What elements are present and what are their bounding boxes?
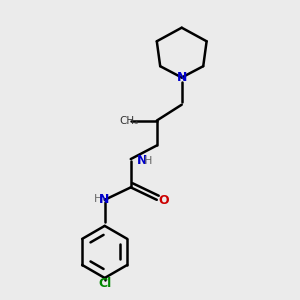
Text: H: H	[144, 156, 152, 166]
Text: Cl: Cl	[98, 277, 111, 290]
Text: H: H	[94, 194, 102, 204]
Text: O: O	[158, 194, 169, 207]
Text: N: N	[99, 193, 110, 206]
Text: CH₃: CH₃	[119, 116, 139, 126]
Text: N: N	[176, 71, 187, 84]
Text: N: N	[136, 154, 147, 167]
